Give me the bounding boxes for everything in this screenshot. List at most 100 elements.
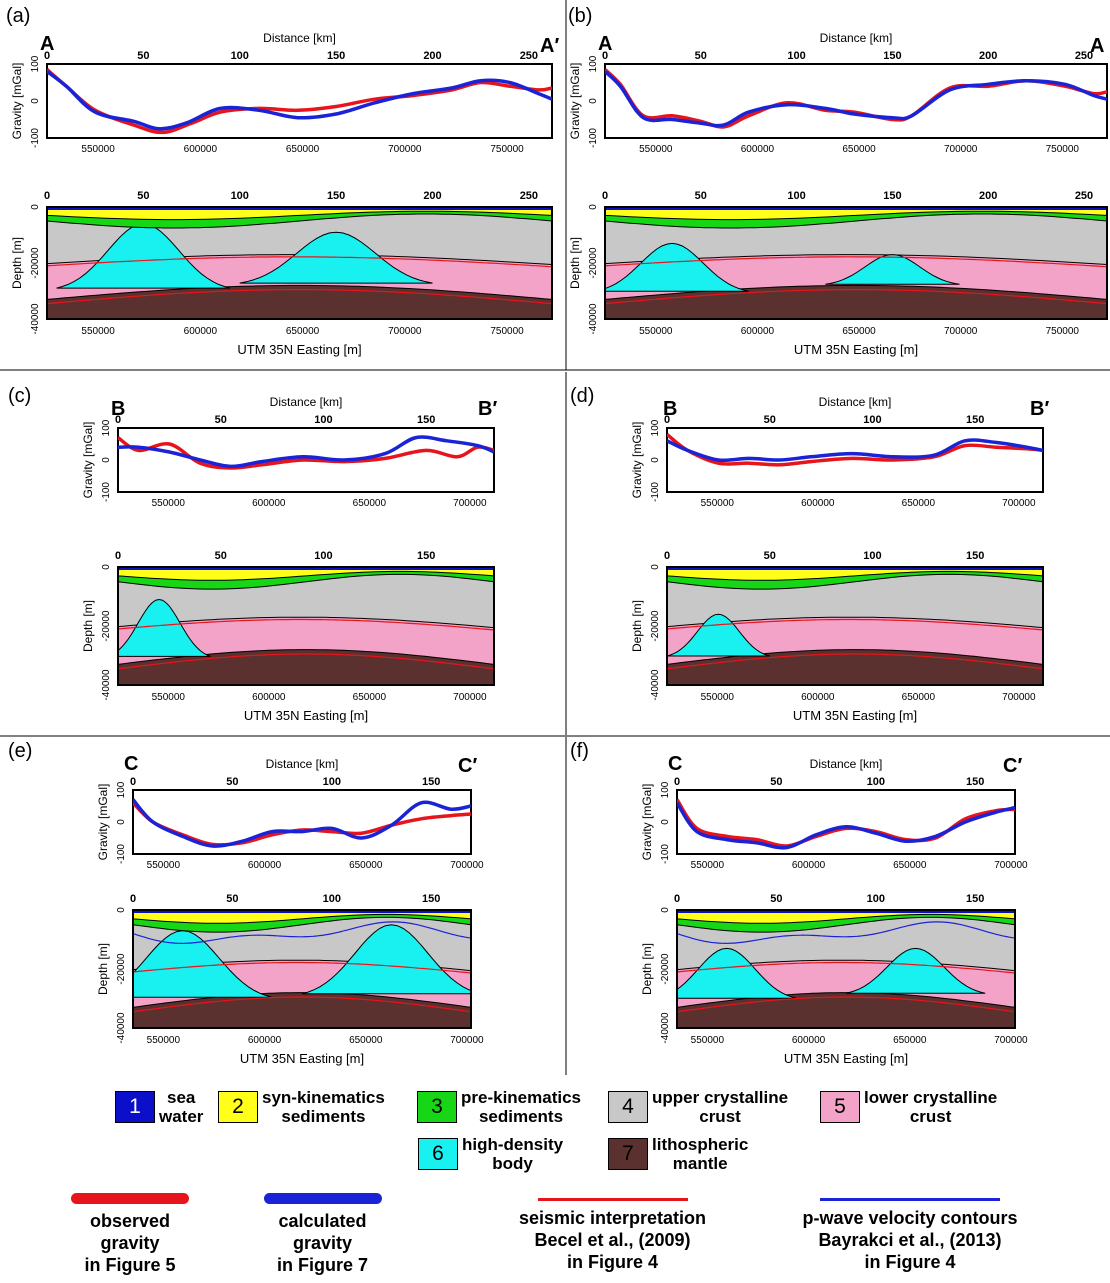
model-easting-tick-label: 600000	[248, 1035, 282, 1046]
high-density-body	[825, 254, 960, 285]
easting-tick-label: 650000	[842, 144, 876, 155]
calculated-gravity-line	[47, 70, 552, 131]
distance-axis-title: Distance [km]	[263, 31, 336, 45]
gravity-tick-label: 100	[30, 55, 41, 72]
distance-tick-label: 50	[215, 414, 227, 426]
easting-tick-label: 750000	[1046, 144, 1080, 155]
panel-f: (f)C C′Distance [km]0 50 100 1501000-100Grav…	[570, 740, 1028, 1066]
legend-observed-swatch	[71, 1193, 189, 1204]
observed-gravity-line	[47, 68, 552, 135]
gravity-tick-label: -100	[650, 482, 661, 502]
distance-axis-title: Distance [km]	[270, 395, 343, 409]
easting-tick-label: 750000	[490, 144, 524, 155]
distance-axis-title: Distance [km]	[266, 757, 339, 771]
easting-axis-title: UTM 35N Easting [m]	[793, 708, 917, 723]
panel-a: (a)A A′Distance [km]0 50 100 150 200 2501000-1…	[6, 5, 559, 357]
model-easting-tick-label: 600000	[741, 326, 775, 337]
legend-label-1: sea water	[159, 1088, 204, 1126]
syn-kinematics-layer	[47, 207, 552, 221]
model-distance-tick-label: 0	[674, 893, 680, 905]
easting-axis-title: UTM 35N Easting [m]	[240, 1051, 364, 1066]
depth-tick-label: 0	[660, 907, 671, 913]
distance-tick-label: 0	[664, 414, 670, 426]
distance-tick-label: 50	[764, 414, 776, 426]
model-distance-tick-label: 250	[520, 190, 538, 202]
model-distance-tick-label: 100	[863, 550, 881, 562]
depth-axis-title: Depth [m]	[96, 943, 110, 995]
legend-label-6: high-density body	[462, 1135, 564, 1173]
gravity-plot-frame	[132, 789, 472, 855]
syn-kinematics-layer	[677, 910, 1015, 924]
seismic-interpretation-line	[133, 996, 471, 1013]
legend-unit-5: 5 lower crystalline crust	[820, 1088, 997, 1126]
high-density-body	[605, 242, 749, 292]
gravity-tick-label: -100	[660, 844, 671, 864]
easting-tick-label: 650000	[349, 860, 383, 871]
distance-tick-label: 100	[231, 50, 249, 62]
legend-label-2: syn-kinematics sediments	[262, 1088, 385, 1126]
easting-tick-label: 650000	[902, 498, 936, 509]
legend-observed-gravity: observed gravity in Figure 5	[60, 1193, 200, 1276]
gravity-tick-label: 100	[650, 419, 661, 436]
model-plot-frame	[604, 206, 1108, 320]
easting-tick-label: 550000	[152, 498, 186, 509]
easting-tick-label: 700000	[1002, 498, 1036, 509]
distance-tick-label: 100	[323, 776, 341, 788]
gravity-tick-label: -100	[30, 128, 41, 148]
distance-axis-title: Distance [km]	[819, 395, 892, 409]
legend-swatch-6: 6	[418, 1138, 458, 1170]
model-easting-tick-label: 550000	[81, 326, 115, 337]
model-distance-tick-label: 50	[770, 893, 782, 905]
profile-start-label: A	[598, 33, 612, 55]
profile-start-label: C	[124, 753, 138, 775]
depth-tick-label: 0	[588, 204, 599, 210]
easting-tick-label: 600000	[184, 144, 218, 155]
panel-label: (f)	[570, 740, 589, 762]
easting-axis-title: UTM 35N Easting [m]	[784, 1051, 908, 1066]
model-easting-tick-label: 550000	[691, 1035, 725, 1046]
model-distance-tick-label: 200	[423, 190, 441, 202]
easting-axis-title: UTM 35N Easting [m]	[237, 342, 361, 357]
model-distance-tick-label: 150	[327, 190, 345, 202]
model-distance-tick-label: 150	[417, 550, 435, 562]
model-easting-tick-label: 600000	[252, 692, 286, 703]
model-plot-frame	[46, 206, 553, 320]
legend-pwave-label: p-wave velocity contours Bayrakci et al.…	[802, 1208, 1018, 1272]
sea-water-layer	[133, 910, 471, 913]
depth-axis-title: Depth [m]	[10, 237, 24, 289]
easting-tick-label: 700000	[388, 144, 422, 155]
legend-calculated-swatch	[263, 1193, 382, 1204]
distance-tick-label: 0	[130, 776, 136, 788]
model-distance-tick-label: 100	[867, 893, 885, 905]
distance-tick-label: 100	[867, 776, 885, 788]
legend-pwave-contours: p-wave velocity contours Bayrakci et al.…	[770, 1198, 1050, 1273]
easting-tick-label: 700000	[994, 860, 1028, 871]
legend-swatch-1: 1	[115, 1091, 155, 1123]
sea-water-layer	[118, 567, 494, 570]
easting-tick-label: 600000	[741, 144, 775, 155]
calculated-gravity-line	[667, 438, 1043, 463]
seismic-interpretation-line	[677, 961, 1015, 974]
model-plot-frame	[132, 909, 472, 1029]
high-density-body	[667, 613, 770, 657]
distance-axis-title: Distance [km]	[810, 757, 883, 771]
legend-unit-7: 7 lithospheric mantle	[608, 1135, 748, 1173]
panel-e: (e)C C′Distance [km]0 50 100 1501000-100Grav…	[8, 740, 484, 1066]
depth-tick-label: -20000	[660, 953, 671, 985]
distance-tick-label: 0	[602, 50, 608, 62]
distance-axis-title: Distance [km]	[820, 31, 893, 45]
profile-start-label: C	[668, 753, 682, 775]
model-distance-tick-label: 150	[422, 893, 440, 905]
easting-tick-label: 700000	[944, 144, 978, 155]
sea-water-layer	[605, 207, 1107, 210]
easting-tick-label: 700000	[453, 498, 487, 509]
gravity-plot-frame	[604, 63, 1108, 139]
distance-tick-label: 0	[674, 776, 680, 788]
seismic-interpretation-line	[118, 618, 494, 631]
panel-label: (d)	[570, 385, 594, 407]
model-distance-tick-label: 0	[115, 550, 121, 562]
panel-label: (e)	[8, 740, 32, 762]
calculated-gravity-line	[133, 798, 471, 848]
syn-kinematics-layer	[667, 567, 1043, 581]
